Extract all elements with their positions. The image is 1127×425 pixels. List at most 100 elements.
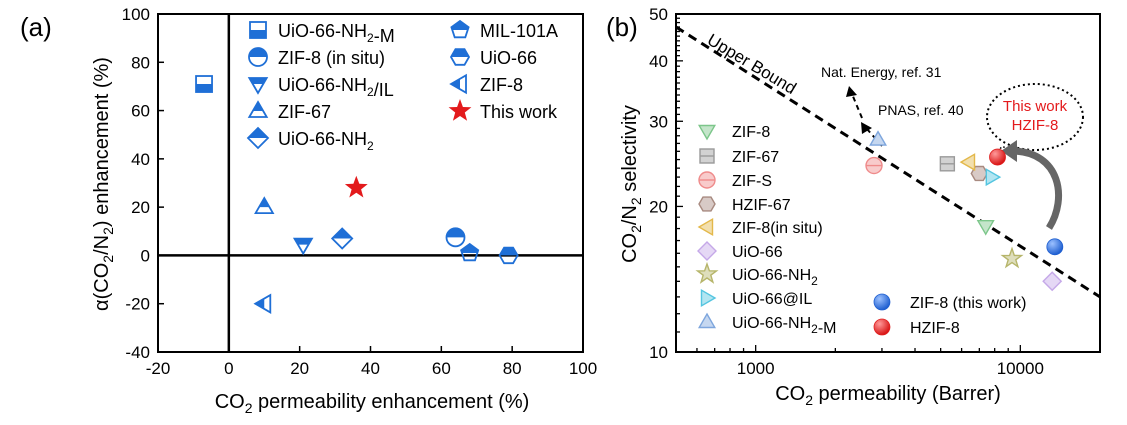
x-tick-label: -20 bbox=[146, 359, 171, 378]
legend-label: ZIF-8 (this work) bbox=[910, 295, 1026, 312]
point-zif-8-in-situ bbox=[959, 153, 976, 172]
legend-item-uio-66: UiO-66 bbox=[697, 241, 783, 261]
legend-label: ZIF-67 bbox=[732, 149, 779, 166]
y-tick-label: -40 bbox=[125, 343, 150, 362]
legend-item-zif-8: ZIF-8 bbox=[697, 124, 770, 141]
y-tick-label: 0 bbox=[141, 246, 150, 265]
x-tick-label: 80 bbox=[503, 359, 522, 378]
panel-b-ylabel: CO2/N2 selectivity bbox=[619, 105, 644, 263]
legend-item-uio-66-nh2-il: UiO-66-NH2/IL bbox=[247, 75, 394, 100]
legend-item-hzif-67: HZIF-67 bbox=[698, 196, 791, 214]
legend-marker-zif-8 bbox=[449, 73, 467, 95]
legend-marker-uio-66 bbox=[449, 48, 471, 66]
y-tick-label: 40 bbox=[131, 150, 150, 169]
point-uio-66-il bbox=[985, 168, 1002, 187]
x-tick-label: 10000 bbox=[997, 359, 1044, 378]
panel-b-points bbox=[865, 130, 1064, 292]
y-tick-label: 100 bbox=[122, 5, 150, 24]
arrow-nat-energy bbox=[851, 93, 863, 119]
y-tick-label: 20 bbox=[649, 197, 668, 216]
legend-marker-uio-66-nh2-m bbox=[697, 312, 717, 329]
improvement-arrow bbox=[1012, 147, 1063, 230]
panel-b: (b) 1000 10000 10 20 30 40 50 Upper Bound Nat.… bbox=[606, 5, 1101, 408]
legend-marker-uio-66-nh2 bbox=[246, 126, 270, 150]
x-tick-label: 20 bbox=[290, 359, 309, 378]
point-hzif-67 bbox=[970, 165, 989, 182]
legend-item-zif-8-in-situ: ZIF-8(in situ) bbox=[697, 217, 823, 237]
legend-item-zif-8-this-work: ZIF-8 (this work) bbox=[873, 293, 1026, 312]
legend-label: UiO-66-NH2/IL bbox=[278, 75, 394, 100]
legend-item-zif-8-in-situ: ZIF-8 (in situ) bbox=[248, 47, 385, 68]
legend-marker-this-work bbox=[448, 99, 472, 121]
x-tick-label: 100 bbox=[569, 359, 597, 378]
point-uio-66 bbox=[1042, 271, 1063, 292]
point-zif-8-in-situ bbox=[445, 227, 466, 248]
legend-label: UiO-66-NH2 bbox=[278, 129, 374, 153]
annotation-nat-energy: Nat. Energy, ref. 31 bbox=[821, 64, 942, 80]
legend-item-hzif-8: HZIF-8 bbox=[873, 318, 960, 337]
x-tick-label: 1000 bbox=[737, 359, 775, 378]
legend-marker-zif-67 bbox=[699, 148, 715, 164]
legend-marker-zif-8 bbox=[697, 124, 717, 141]
point-this-work bbox=[344, 175, 368, 198]
legend-item-uio-66-nh2-m: UiO-66-NH2-M bbox=[697, 312, 836, 337]
legend-label: ZIF-8 bbox=[732, 124, 770, 141]
y-tick-label: 60 bbox=[131, 102, 150, 121]
legend-label: ZIF-67 bbox=[278, 102, 331, 122]
arrow-pnas-head bbox=[861, 122, 872, 134]
legend-marker-zif-67 bbox=[247, 100, 269, 118]
legend-label: UiO-66-NH2 bbox=[732, 267, 818, 288]
legend-marker-zif-8-this-work bbox=[873, 293, 891, 311]
panel-a-label: (a) bbox=[20, 12, 52, 42]
improvement-arrow-head bbox=[1001, 140, 1017, 162]
legend-item-zif-67: ZIF-67 bbox=[247, 100, 331, 122]
panel-b-xlabel: CO2 permeability (Barrer) bbox=[775, 383, 1001, 408]
y-tick-label: -20 bbox=[125, 295, 150, 314]
panel-b-label: (b) bbox=[606, 12, 638, 42]
arrow-nat-energy-head bbox=[846, 86, 857, 97]
x-tick-label: 40 bbox=[361, 359, 380, 378]
legend-item-uio-66-il: UiO-66@IL bbox=[700, 288, 812, 308]
y-tick-label: 30 bbox=[649, 112, 668, 131]
callout-bubble bbox=[986, 83, 1084, 151]
point-zif-8 bbox=[976, 219, 995, 236]
upper-bound-dashes bbox=[676, 25, 1100, 299]
legend-item-zif-67: ZIF-67 bbox=[699, 148, 779, 166]
legend-item-uio-66: UiO-66 bbox=[449, 48, 537, 68]
point-uio-66-nh2-il bbox=[292, 237, 314, 256]
panel-a-points bbox=[195, 75, 519, 314]
y-tick-label: 80 bbox=[131, 53, 150, 72]
legend-label: UiO-66 bbox=[732, 244, 783, 261]
panel-b-legend: ZIF-8 ZIF-67 ZIF-S HZIF-67 ZIF-8(in situ) UiO… bbox=[695, 124, 1026, 337]
legend-label: HZIF-8 bbox=[910, 320, 960, 337]
legend-label: MIL-101A bbox=[480, 21, 558, 41]
point-uio-66-nh2-m bbox=[869, 130, 888, 146]
callout-hzif8: HZIF-8 bbox=[1012, 117, 1059, 134]
x-tick-label: 60 bbox=[432, 359, 451, 378]
legend-marker-uio-66-nh2-il bbox=[247, 77, 269, 95]
x-tick-label: 0 bbox=[224, 359, 233, 378]
y-tick-label: 20 bbox=[131, 198, 150, 217]
point-zif-8-this-work bbox=[1046, 238, 1064, 256]
y-tick-label: 50 bbox=[649, 5, 668, 24]
legend-label: ZIF-8 bbox=[480, 75, 523, 95]
legend-marker-uio-66 bbox=[697, 241, 717, 261]
legend-label: UiO-66-NH2-M bbox=[278, 21, 395, 46]
panel-a-ylabel: α(CO2/N2) enhancement (%) bbox=[91, 57, 116, 311]
point-zif-s bbox=[865, 156, 883, 175]
legend-label: UiO-66-NH2-M bbox=[732, 315, 836, 337]
legend-marker-hzif-67 bbox=[698, 196, 716, 212]
legend-label: This work bbox=[480, 102, 558, 122]
legend-marker-zif-8-in-situ bbox=[248, 47, 268, 67]
legend-marker-hzif-8 bbox=[873, 318, 891, 336]
legend-label: HZIF-67 bbox=[732, 197, 791, 214]
point-hzif-8 bbox=[989, 148, 1006, 166]
legend-marker-uio-66-nh2-m bbox=[249, 21, 267, 39]
legend-label: ZIF-S bbox=[732, 173, 772, 190]
legend-marker-mil-101a bbox=[450, 19, 470, 39]
point-uio-66 bbox=[498, 246, 519, 265]
y-tick-label: 10 bbox=[649, 343, 668, 362]
legend-label: UiO-66@IL bbox=[732, 291, 812, 308]
